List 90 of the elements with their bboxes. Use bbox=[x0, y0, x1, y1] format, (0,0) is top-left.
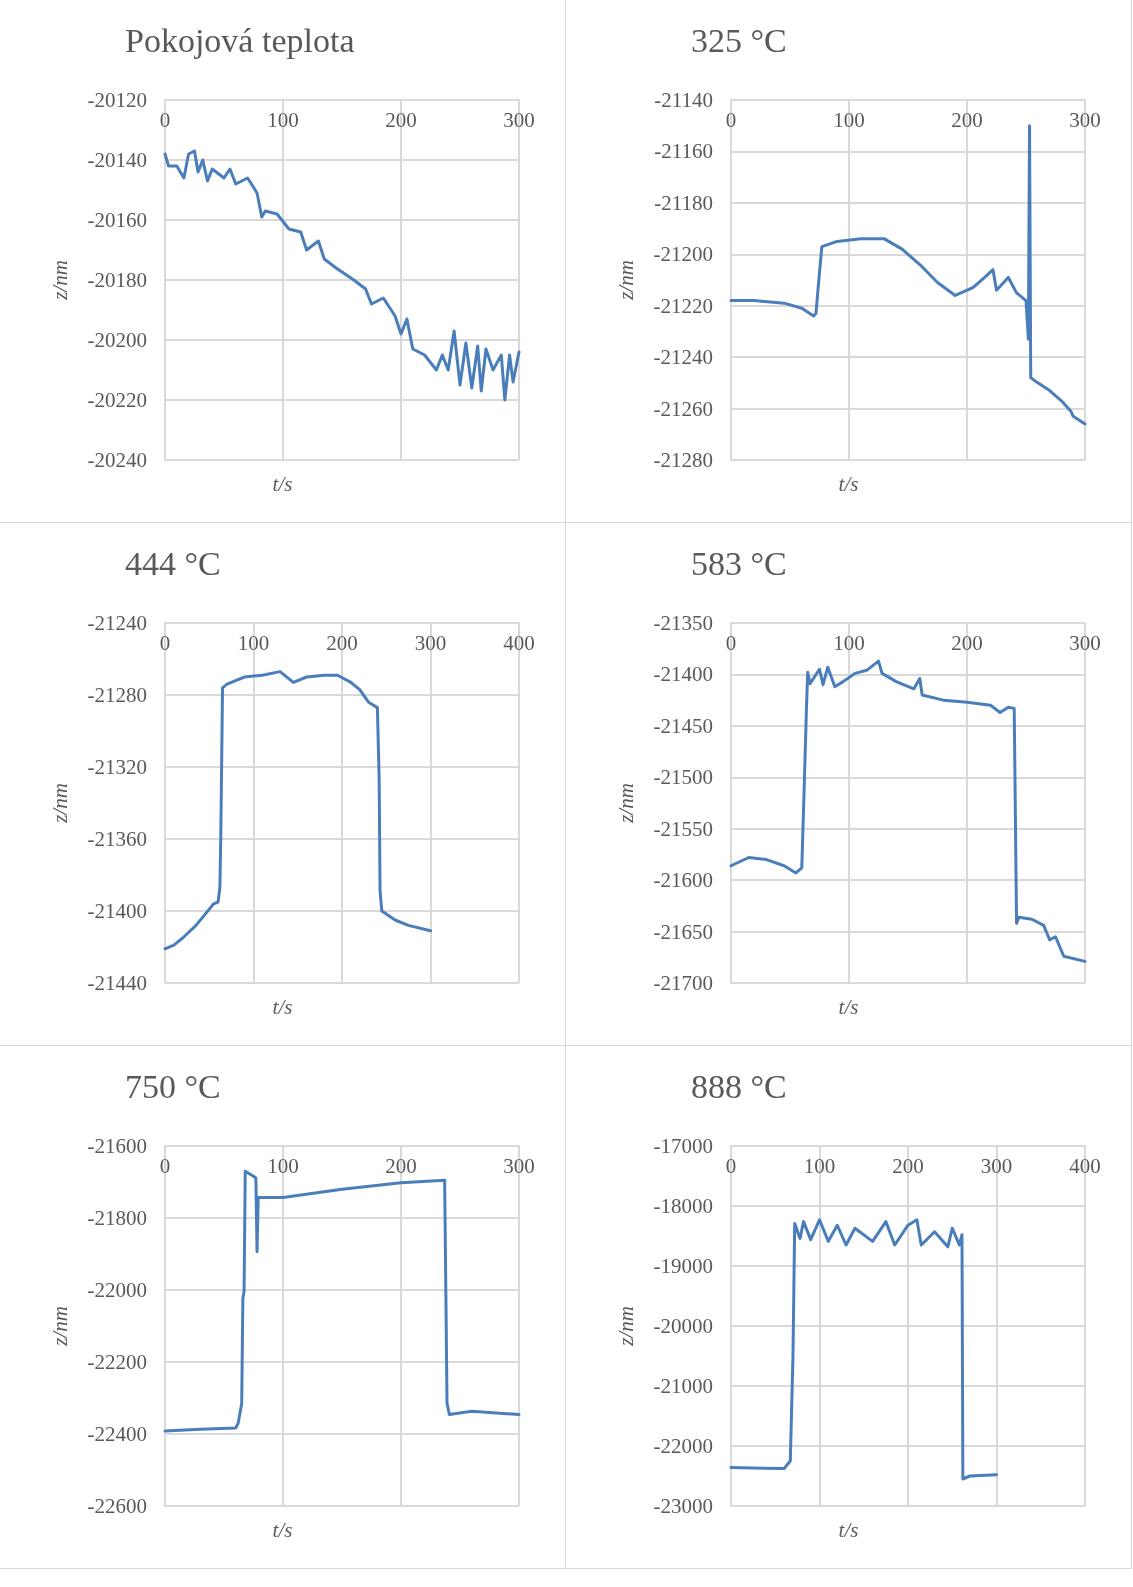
x-tick-label: 400 bbox=[1069, 1153, 1101, 1178]
x-tick-label: 100 bbox=[237, 630, 270, 655]
chart-title: 325 °C bbox=[691, 21, 787, 59]
y-tick-label: -21500 bbox=[653, 765, 713, 790]
x-tick-label: 300 bbox=[1069, 107, 1101, 132]
y-tick-label: -21180 bbox=[654, 190, 713, 215]
y-tick-label: -20120 bbox=[87, 88, 147, 112]
x-tick-label: 0 bbox=[725, 630, 737, 655]
y-tick-label: -22600 bbox=[87, 1494, 147, 1518]
y-axis-title: z/nm bbox=[613, 260, 638, 301]
y-tick-label: -21600 bbox=[87, 1134, 147, 1158]
y-tick-label: -21280 bbox=[653, 448, 713, 472]
y-tick-label: -21400 bbox=[653, 662, 713, 687]
y-tick-label: -21240 bbox=[653, 345, 713, 370]
y-tick-label: -22000 bbox=[87, 1278, 147, 1302]
y-tick-label: -20140 bbox=[87, 148, 147, 172]
x-tick-label: 0 bbox=[159, 107, 171, 132]
y-tick-label: -21200 bbox=[653, 242, 713, 267]
line-series bbox=[163, 149, 521, 402]
y-tick-label: -18000 bbox=[653, 1194, 713, 1218]
x-axis-title: t/s bbox=[272, 1517, 293, 1542]
line-series bbox=[729, 659, 1087, 963]
x-tick-label: 300 bbox=[980, 1153, 1013, 1178]
y-tick-label: -21450 bbox=[653, 713, 713, 738]
y-tick-label: -20200 bbox=[87, 328, 147, 352]
x-tick-label: 0 bbox=[725, 1153, 737, 1178]
x-tick-label: 300 bbox=[503, 1153, 535, 1178]
y-tick-label: -21320 bbox=[87, 755, 147, 779]
x-tick-label: 0 bbox=[725, 107, 737, 132]
y-tick-label: -22200 bbox=[87, 1350, 147, 1374]
y-tick-label: -22400 bbox=[87, 1422, 147, 1446]
chart-title: 888 °C bbox=[691, 1067, 787, 1105]
y-tick-label: -21440 bbox=[87, 971, 147, 995]
y-tick-label: -21160 bbox=[654, 139, 713, 164]
y-axis-title: z/nm bbox=[47, 783, 72, 824]
y-tick-label: -19000 bbox=[653, 1254, 713, 1278]
y-tick-label: -20160 bbox=[87, 208, 147, 232]
x-tick-label: 0 bbox=[159, 1153, 171, 1178]
y-tick-label: -21650 bbox=[653, 919, 713, 944]
x-tick-label: 100 bbox=[803, 1153, 836, 1178]
x-tick-label: 200 bbox=[892, 1153, 924, 1178]
y-tick-label: -21000 bbox=[653, 1374, 713, 1398]
x-tick-label: 200 bbox=[951, 107, 983, 132]
line-series bbox=[729, 1218, 998, 1481]
chart-title: 583 °C bbox=[691, 544, 787, 582]
x-tick-label: 200 bbox=[951, 630, 983, 655]
y-tick-label: -22000 bbox=[653, 1434, 713, 1458]
y-axis-title: z/nm bbox=[613, 783, 638, 824]
y-tick-label: -21240 bbox=[87, 611, 147, 635]
chart-title: 750 °C bbox=[125, 1067, 221, 1105]
y-tick-label: -21360 bbox=[87, 827, 147, 851]
y-tick-label: -21600 bbox=[653, 868, 713, 893]
x-axis-title: t/s bbox=[838, 994, 859, 1019]
y-axis-title: z/nm bbox=[613, 1306, 638, 1347]
line-series bbox=[163, 670, 432, 951]
y-tick-label: -23000 bbox=[653, 1494, 713, 1518]
chart-title: Pokojová teplota bbox=[125, 21, 355, 59]
y-tick-label: -21400 bbox=[87, 899, 147, 923]
x-axis-title: t/s bbox=[838, 1517, 859, 1542]
y-tick-label: -20220 bbox=[87, 388, 147, 412]
x-tick-label: 100 bbox=[267, 107, 299, 132]
y-tick-label: -21140 bbox=[654, 88, 713, 112]
chart-title: 444 °C bbox=[125, 544, 221, 582]
x-tick-label: 100 bbox=[833, 107, 865, 132]
y-tick-label: -21550 bbox=[653, 816, 713, 841]
x-axis-title: t/s bbox=[272, 471, 293, 496]
y-tick-label: -21260 bbox=[653, 396, 713, 421]
y-axis-title: z/nm bbox=[47, 1306, 72, 1347]
x-tick-label: 300 bbox=[1069, 630, 1101, 655]
y-tick-label: -20000 bbox=[653, 1314, 713, 1338]
y-tick-label: -21220 bbox=[653, 293, 713, 318]
x-axis-title: t/s bbox=[272, 994, 293, 1019]
y-tick-label: -20240 bbox=[87, 448, 147, 472]
x-axis-title: t/s bbox=[838, 471, 859, 496]
x-tick-label: 300 bbox=[414, 630, 447, 655]
y-tick-label: -21700 bbox=[653, 971, 713, 995]
x-tick-label: 400 bbox=[503, 630, 535, 655]
x-tick-label: 100 bbox=[833, 630, 865, 655]
x-tick-label: 0 bbox=[159, 630, 171, 655]
y-tick-label: -21280 bbox=[87, 683, 147, 707]
y-tick-label: -20180 bbox=[87, 268, 147, 292]
y-tick-label: -17000 bbox=[653, 1134, 713, 1158]
x-tick-label: 100 bbox=[267, 1153, 299, 1178]
y-tick-label: -21800 bbox=[87, 1206, 147, 1230]
y-tick-label: -21350 bbox=[653, 611, 713, 635]
x-tick-label: 200 bbox=[326, 630, 358, 655]
x-tick-label: 200 bbox=[385, 1153, 417, 1178]
x-tick-label: 300 bbox=[503, 107, 535, 132]
y-axis-title: z/nm bbox=[47, 260, 72, 301]
x-tick-label: 200 bbox=[385, 107, 417, 132]
